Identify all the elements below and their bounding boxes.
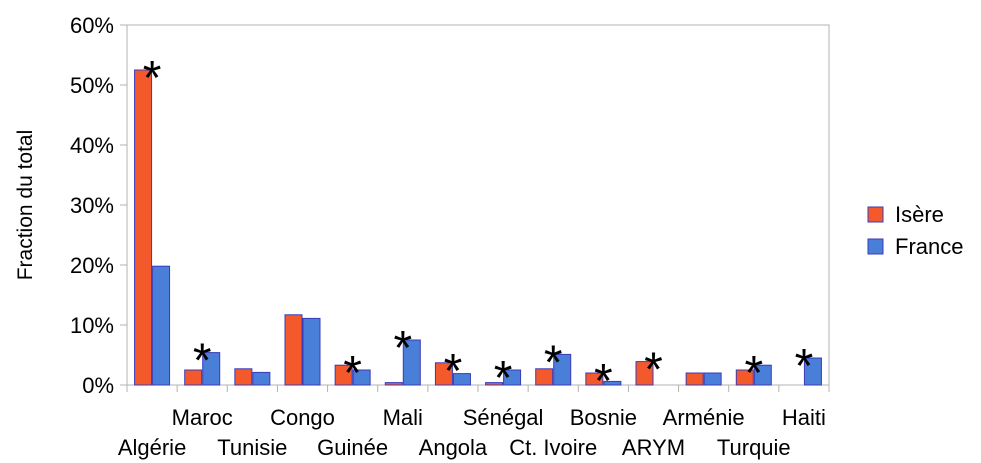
bar-france-9: [603, 380, 622, 386]
bar-france-2: [252, 371, 271, 386]
x-category-label: Congo: [270, 405, 335, 430]
bar-france-11: [703, 372, 722, 386]
y-tick-label: 60%: [70, 13, 114, 38]
significance-marker: *: [544, 336, 563, 389]
x-category-label: Algérie: [118, 435, 186, 460]
bar-france-12: [753, 364, 772, 386]
bar-isre-4: [334, 364, 353, 386]
x-category-label: Maroc: [172, 405, 233, 430]
x-category-label: Arménie: [663, 405, 745, 430]
x-category-label: Mali: [383, 405, 423, 430]
x-category-label: Sénégal: [463, 405, 544, 430]
bar-isre-8: [535, 368, 554, 386]
y-tick-label: 10%: [70, 313, 114, 338]
bar-isre-2: [234, 368, 253, 386]
bar-france-1: [202, 352, 221, 386]
significance-marker: *: [644, 344, 663, 397]
legend-swatch-france: [867, 238, 884, 255]
legend-label-isre: Isère: [895, 202, 944, 227]
x-category-label: Angola: [419, 435, 488, 460]
significance-marker: *: [193, 335, 212, 388]
bar-france-6: [452, 373, 471, 386]
bar-france-3: [302, 317, 321, 386]
x-category-label: Guinée: [317, 435, 388, 460]
y-tick-label: 20%: [70, 253, 114, 278]
bar-isre-0: [134, 69, 153, 386]
significance-marker: *: [795, 340, 814, 393]
significance-marker: *: [594, 355, 613, 408]
bar-isre-5: [384, 382, 403, 386]
bar-france-0: [152, 265, 171, 386]
y-tick-label: 50%: [70, 73, 114, 98]
y-tick-label: 40%: [70, 133, 114, 158]
y-tick-label: 0%: [82, 373, 114, 398]
bar-isre-12: [735, 369, 754, 386]
x-category-label: Ct. Ivoire: [509, 435, 597, 460]
bar-france-8: [553, 353, 572, 386]
bar-france-7: [503, 369, 522, 386]
x-category-label: ARYM: [622, 435, 685, 460]
legend-swatch-isre: [867, 206, 884, 223]
x-category-label: Haiti: [782, 405, 826, 430]
bar-isre-10: [635, 361, 654, 386]
bar-france-4: [352, 369, 371, 386]
bar-isre-7: [485, 382, 504, 386]
x-category-label: Turquie: [717, 435, 791, 460]
y-axis-title: Fraction du total: [14, 130, 37, 281]
significance-marker: *: [444, 345, 463, 398]
bar-france-5: [402, 339, 421, 386]
x-category-label: Bosnie: [570, 405, 637, 430]
plot-frame: [126, 24, 830, 386]
significance-marker: *: [143, 52, 162, 105]
bar-isre-11: [685, 372, 704, 386]
significance-marker: *: [494, 352, 513, 405]
bar-isre-3: [284, 314, 303, 386]
legend: Isère France: [867, 202, 963, 259]
plot-area: 0% 10% 20% 30% 40% 50% 60% * Algérie * Maroc Tunisi…: [70, 13, 830, 460]
legend-label-france: France: [895, 234, 963, 259]
significance-marker: *: [393, 322, 412, 375]
bar-france-13: [803, 357, 822, 386]
bar-isre-9: [585, 372, 604, 386]
bar-isre-1: [184, 369, 203, 386]
significance-marker: *: [343, 347, 362, 400]
y-tick-label: 30%: [70, 193, 114, 218]
significance-marker: *: [744, 347, 763, 400]
bar-isre-6: [434, 362, 453, 386]
x-category-label: Tunisie: [217, 435, 287, 460]
